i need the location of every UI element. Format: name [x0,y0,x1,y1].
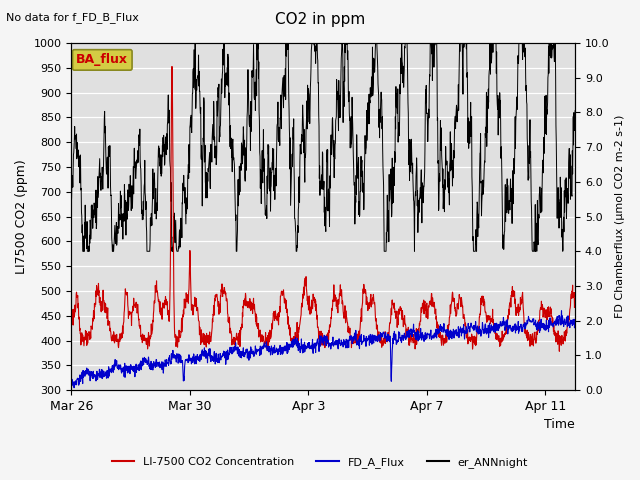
Y-axis label: FD Chamberflux (μmol CO2 m-2 s-1): FD Chamberflux (μmol CO2 m-2 s-1) [615,115,625,318]
Text: BA_flux: BA_flux [76,53,128,66]
X-axis label: Time: Time [545,419,575,432]
Text: No data for f_FD_B_Flux: No data for f_FD_B_Flux [6,12,140,23]
Text: CO2 in ppm: CO2 in ppm [275,12,365,27]
Y-axis label: LI7500 CO2 (ppm): LI7500 CO2 (ppm) [15,159,28,274]
Legend: LI-7500 CO2 Concentration, FD_A_Flux, er_ANNnight: LI-7500 CO2 Concentration, FD_A_Flux, er… [108,452,532,472]
